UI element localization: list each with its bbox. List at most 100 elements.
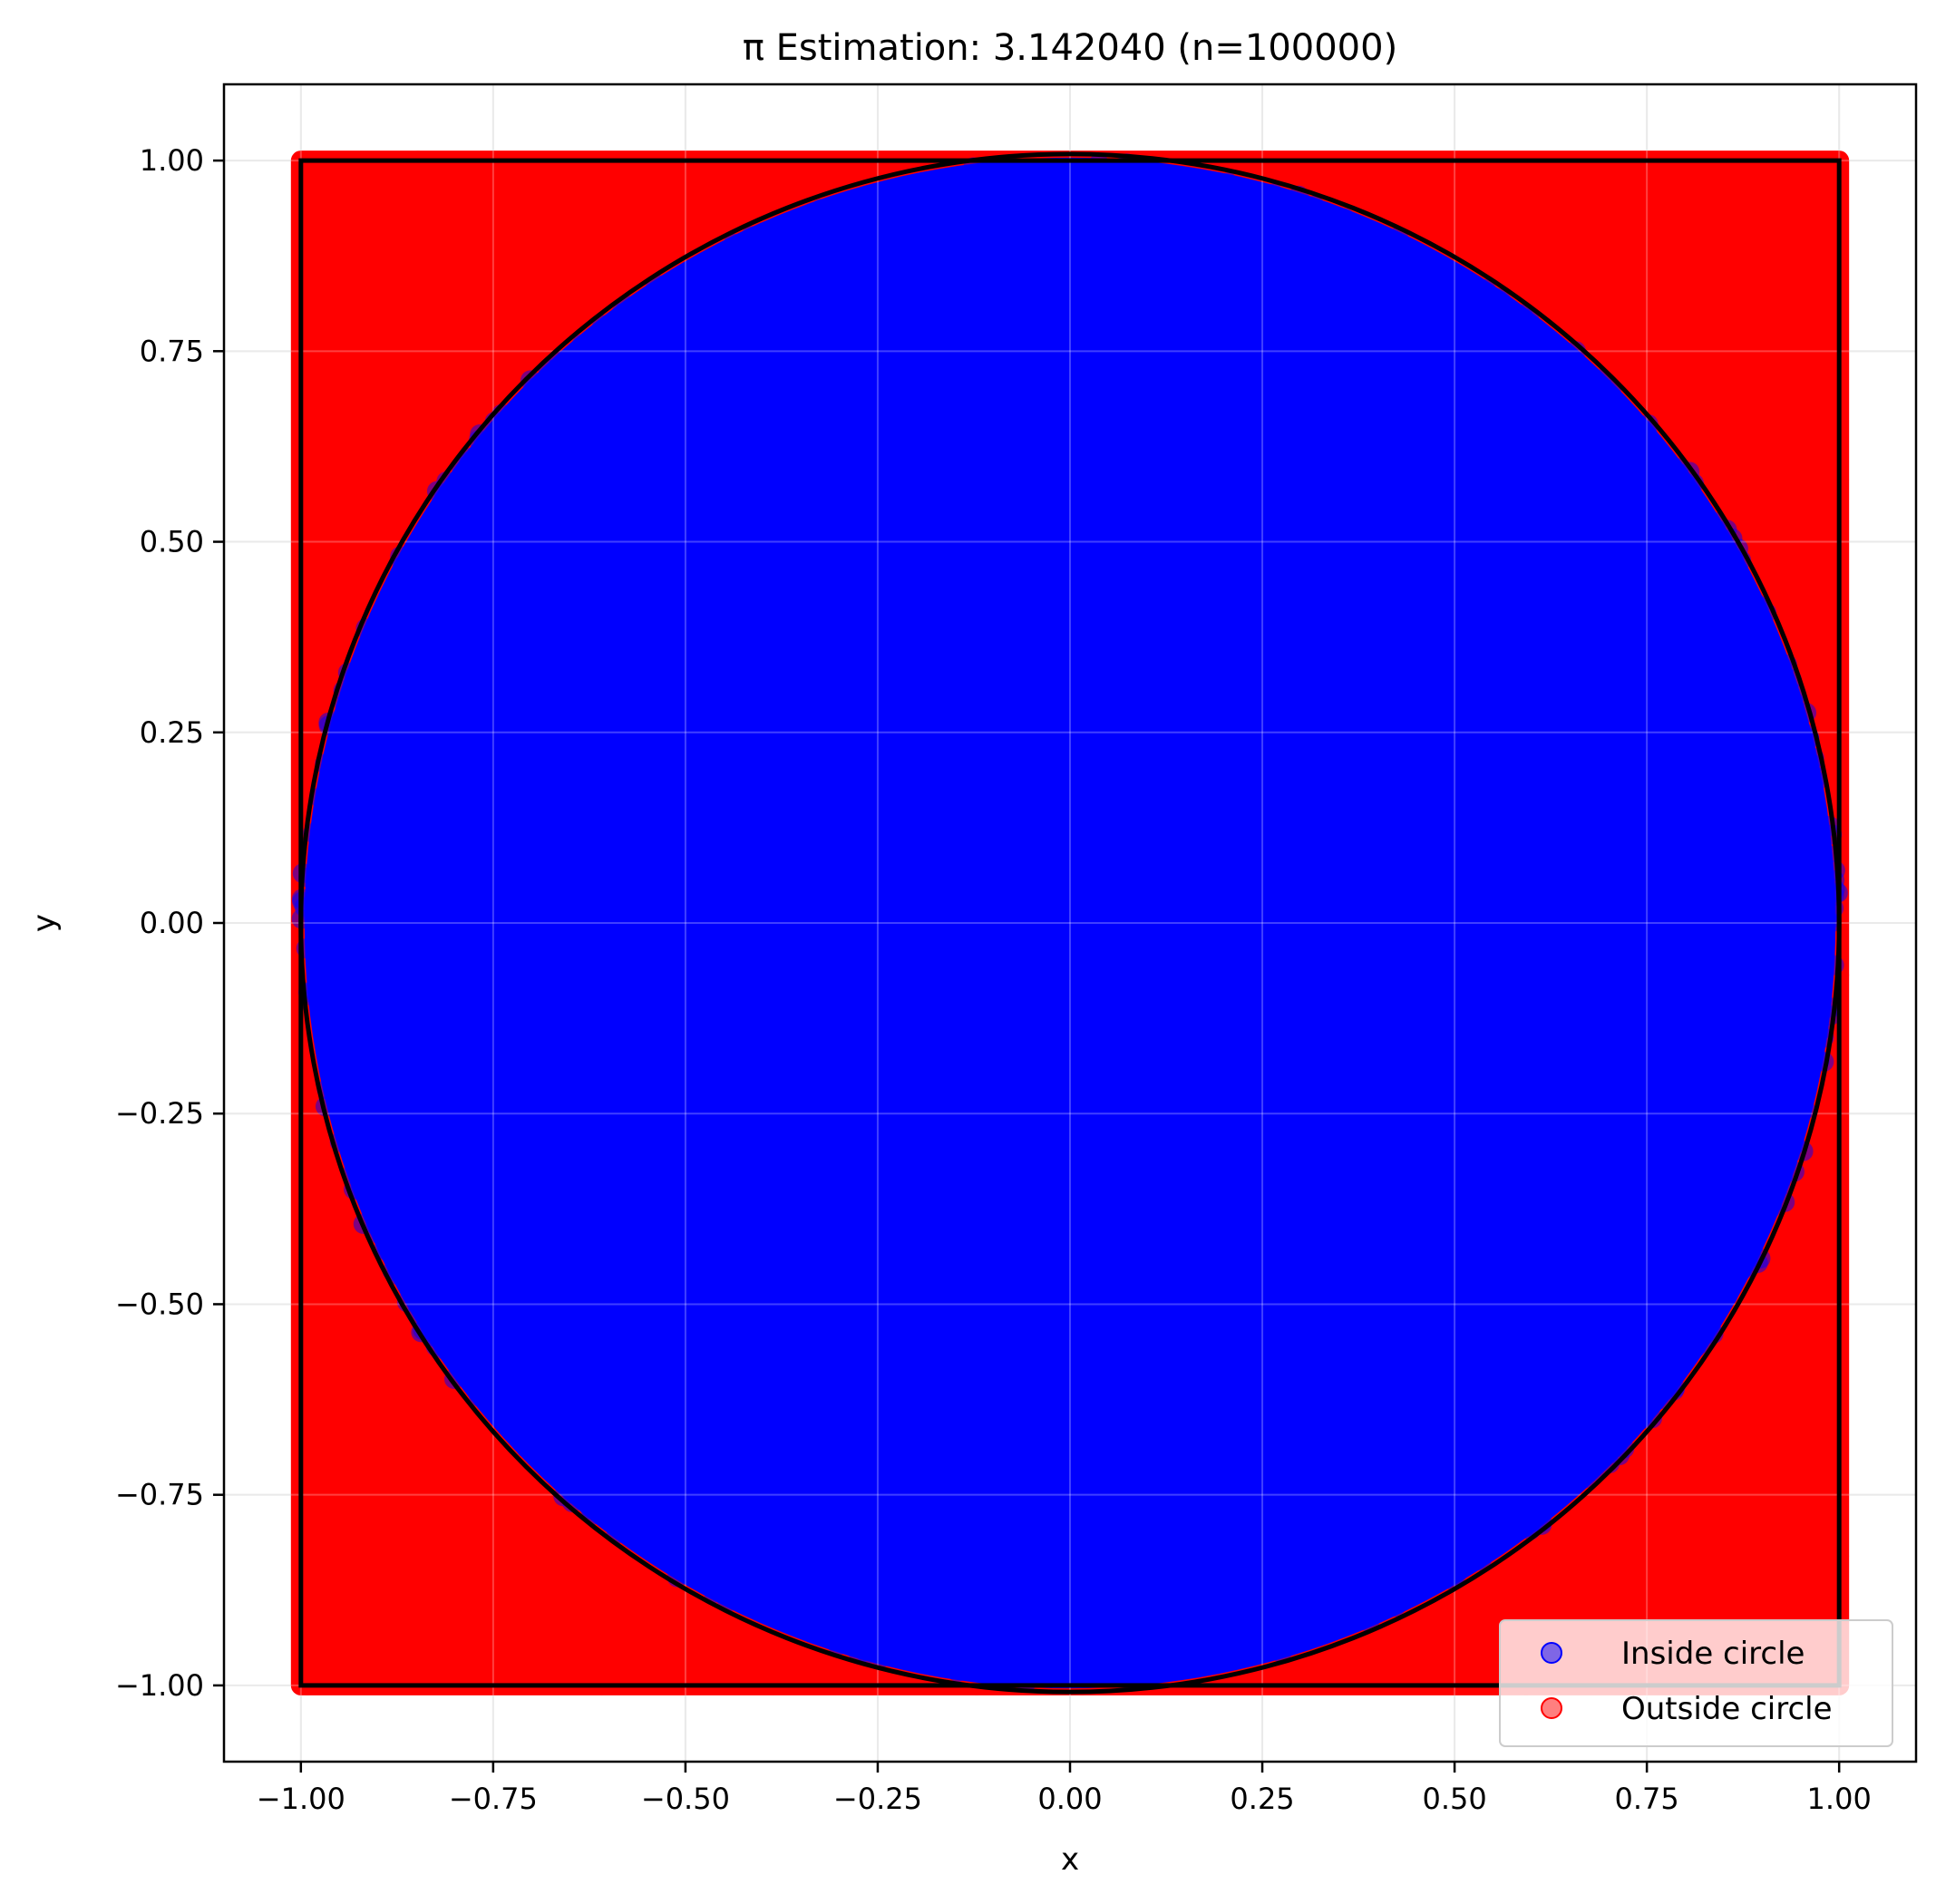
outside-point	[715, 1671, 736, 1692]
outside-point	[1825, 695, 1846, 715]
inside-point	[792, 1612, 812, 1633]
inside-point	[831, 1627, 851, 1647]
inside-point	[1814, 887, 1834, 908]
inside-point	[609, 1520, 630, 1540]
outside-point	[294, 1237, 315, 1258]
outside-point	[1826, 589, 1847, 610]
outside-point	[294, 431, 315, 452]
inside-point	[1250, 187, 1271, 208]
inside-point	[1334, 208, 1355, 228]
inside-point	[540, 1460, 561, 1481]
outside-point	[1367, 153, 1388, 174]
inside-point	[866, 185, 887, 206]
x-tick-label: 1.00	[1807, 1782, 1872, 1816]
inside-point	[724, 233, 744, 254]
inside-point	[309, 787, 330, 808]
legend: Inside circle Outside circle	[1499, 1619, 1893, 1747]
inside-point	[594, 321, 615, 342]
inside-point	[1017, 165, 1037, 186]
inside-point	[367, 614, 388, 635]
inside-point	[1725, 547, 1746, 568]
inside-point	[553, 1486, 574, 1507]
inside-point	[426, 506, 447, 527]
y-tick-label: −0.50	[115, 1287, 204, 1321]
x-tick-label: −0.50	[641, 1782, 730, 1816]
inside-point	[1783, 1130, 1804, 1151]
outside-point	[293, 516, 314, 537]
inside-point	[811, 199, 832, 219]
outside-point	[1461, 1667, 1482, 1688]
inside-point	[405, 540, 426, 561]
outside-point	[293, 1135, 314, 1156]
outside-point	[1824, 316, 1845, 337]
outside-point	[637, 1671, 657, 1692]
inside-point	[1746, 593, 1767, 614]
inside-point	[385, 576, 406, 597]
outside-point	[293, 1545, 314, 1566]
inside-point	[933, 170, 954, 191]
outside-point	[293, 1518, 314, 1539]
inside-point	[343, 1161, 364, 1182]
outside-point	[294, 669, 315, 690]
inside-point	[617, 296, 637, 316]
outside-point	[1280, 1671, 1301, 1692]
y-tick-label: 0.25	[140, 715, 204, 750]
inside-point	[572, 1486, 593, 1507]
inside-point	[1762, 1197, 1783, 1218]
inside-point	[1817, 844, 1838, 865]
inside-point	[1090, 1662, 1111, 1683]
x-tick-label: −1.00	[257, 1782, 345, 1816]
outside-point	[295, 323, 316, 344]
y-tick-label: −0.75	[115, 1478, 204, 1512]
inside-point	[337, 1134, 358, 1155]
inside-point	[1436, 1562, 1457, 1583]
outside-point	[294, 689, 315, 710]
inside-point	[1575, 1468, 1596, 1489]
inside-point	[1166, 1660, 1187, 1681]
inside-point	[1289, 1632, 1309, 1653]
inside-point	[857, 1645, 878, 1666]
inside-point	[1642, 1408, 1663, 1429]
inside-point	[1218, 172, 1239, 193]
y-tick-label: 0.50	[140, 525, 204, 559]
outside-point	[298, 1388, 319, 1409]
x-tick-label: 0.50	[1422, 1782, 1486, 1816]
inside-point	[500, 408, 520, 429]
inside-point	[344, 665, 365, 686]
inside-point	[1478, 284, 1499, 305]
outside-point	[294, 1070, 315, 1091]
inside-point	[1127, 165, 1148, 186]
overlay-layer	[224, 84, 1916, 1762]
legend-marker-outside	[1541, 1697, 1562, 1719]
ticks-layer: −1.00 −0.75 −0.50 −0.25 0.00 0.25 0.50 0.75 1.00…	[115, 143, 1872, 1816]
inside-point	[1307, 1627, 1328, 1647]
square-outline	[298, 158, 1842, 1688]
inside-point	[1670, 470, 1691, 491]
inside-point	[1717, 1287, 1738, 1307]
inside-point	[1672, 1348, 1693, 1369]
inside-point	[1468, 1546, 1489, 1567]
inside-point	[1267, 1636, 1288, 1656]
inside-point	[1620, 1419, 1640, 1440]
inside-point	[1526, 325, 1547, 346]
x-tick-label: −0.75	[449, 1782, 538, 1816]
outside-point	[1578, 152, 1599, 173]
inside-point	[1036, 160, 1056, 180]
inside-point	[335, 695, 355, 715]
inside-point	[949, 1659, 969, 1680]
outside-point	[293, 1459, 314, 1480]
inside-point	[469, 1386, 490, 1407]
inside-point	[1148, 163, 1169, 184]
inside-point	[1806, 799, 1827, 820]
x-tick-label: −0.25	[833, 1782, 922, 1816]
outside-point	[1826, 1257, 1847, 1277]
inside-point	[571, 334, 592, 355]
inside-point	[1360, 219, 1381, 240]
inside-point	[1811, 1020, 1832, 1041]
y-tick-label: 0.00	[140, 906, 204, 940]
x-tick-label: 0.25	[1230, 1782, 1294, 1816]
inside-point	[760, 1601, 781, 1622]
inside-point	[741, 226, 762, 247]
inside-point	[374, 1239, 394, 1259]
